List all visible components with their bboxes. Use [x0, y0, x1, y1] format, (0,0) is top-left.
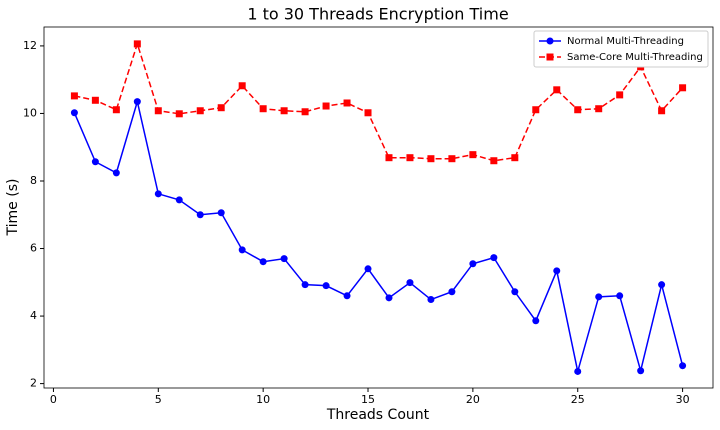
marker — [553, 267, 561, 275]
marker — [259, 258, 267, 266]
series-line — [73, 98, 684, 374]
marker — [679, 84, 687, 92]
x-tick-label: 0 — [50, 393, 57, 406]
marker — [238, 82, 246, 90]
marker — [469, 260, 477, 268]
marker — [238, 246, 246, 254]
marker — [112, 106, 120, 114]
marker — [196, 211, 204, 219]
marker — [91, 158, 99, 166]
marker — [217, 104, 225, 112]
legend-box — [533, 30, 709, 68]
marker — [406, 154, 414, 162]
marker — [532, 106, 540, 114]
marker — [574, 367, 582, 375]
marker — [616, 292, 624, 300]
legend-marker — [546, 53, 554, 61]
marker — [469, 151, 477, 159]
x-tick-label: 15 — [361, 393, 375, 406]
x-tick-label: 10 — [256, 393, 270, 406]
marker — [154, 107, 162, 115]
legend-label: Normal Multi-Threading — [567, 36, 684, 47]
marker — [448, 155, 456, 163]
marker — [427, 155, 435, 163]
y-tick-label: 6 — [30, 242, 37, 255]
marker — [532, 317, 540, 325]
marker — [133, 40, 141, 48]
marker — [364, 265, 372, 273]
marker — [301, 108, 309, 116]
marker — [91, 96, 99, 104]
y-tick-label: 8 — [30, 174, 37, 187]
x-tick-label: 30 — [676, 393, 690, 406]
marker — [301, 281, 309, 289]
y-axis-label: Time (s) — [5, 179, 21, 237]
marker — [70, 92, 78, 100]
marker — [511, 154, 519, 162]
marker — [343, 99, 351, 107]
y-tick-label: 2 — [30, 377, 37, 390]
marker — [427, 296, 435, 304]
marker — [133, 98, 141, 106]
marker — [490, 157, 498, 165]
marker — [280, 255, 288, 263]
chart-title: 1 to 30 Threads Encryption Time — [247, 5, 508, 24]
marker — [217, 209, 225, 217]
marker — [343, 292, 351, 300]
marker — [574, 106, 582, 114]
marker — [322, 102, 330, 110]
marker — [679, 362, 687, 370]
marker — [154, 190, 162, 198]
marker — [553, 86, 561, 94]
y-tick-label: 12 — [23, 39, 37, 52]
marker — [280, 107, 288, 115]
marker — [385, 154, 393, 162]
marker — [490, 254, 498, 262]
marker — [175, 110, 183, 118]
marker — [511, 288, 519, 296]
legend-marker — [546, 37, 554, 45]
marker — [658, 107, 666, 115]
marker — [364, 109, 372, 117]
marker — [385, 294, 393, 302]
marker — [259, 105, 267, 113]
y-tick-label: 4 — [30, 309, 37, 322]
marker — [70, 109, 78, 117]
legend-label: Same-Core Multi-Threading — [567, 52, 703, 63]
plot-frame — [43, 26, 714, 389]
marker — [637, 367, 645, 375]
y-tick-label: 10 — [23, 106, 37, 119]
marker — [175, 196, 183, 204]
marker — [616, 91, 624, 99]
legend: Normal Multi-Threading Same-Core Multi-Th… — [533, 30, 709, 68]
x-tick-label: 20 — [466, 393, 480, 406]
marker — [406, 279, 414, 287]
marker — [595, 105, 603, 113]
marker — [196, 107, 204, 115]
marker — [595, 293, 603, 301]
marker — [658, 281, 666, 289]
marker — [322, 282, 330, 290]
marker — [448, 288, 456, 296]
x-tick-label: 25 — [571, 393, 585, 406]
x-axis-label: Threads Count — [326, 407, 430, 423]
x-tick-label: 5 — [155, 393, 162, 406]
marker — [112, 169, 120, 177]
